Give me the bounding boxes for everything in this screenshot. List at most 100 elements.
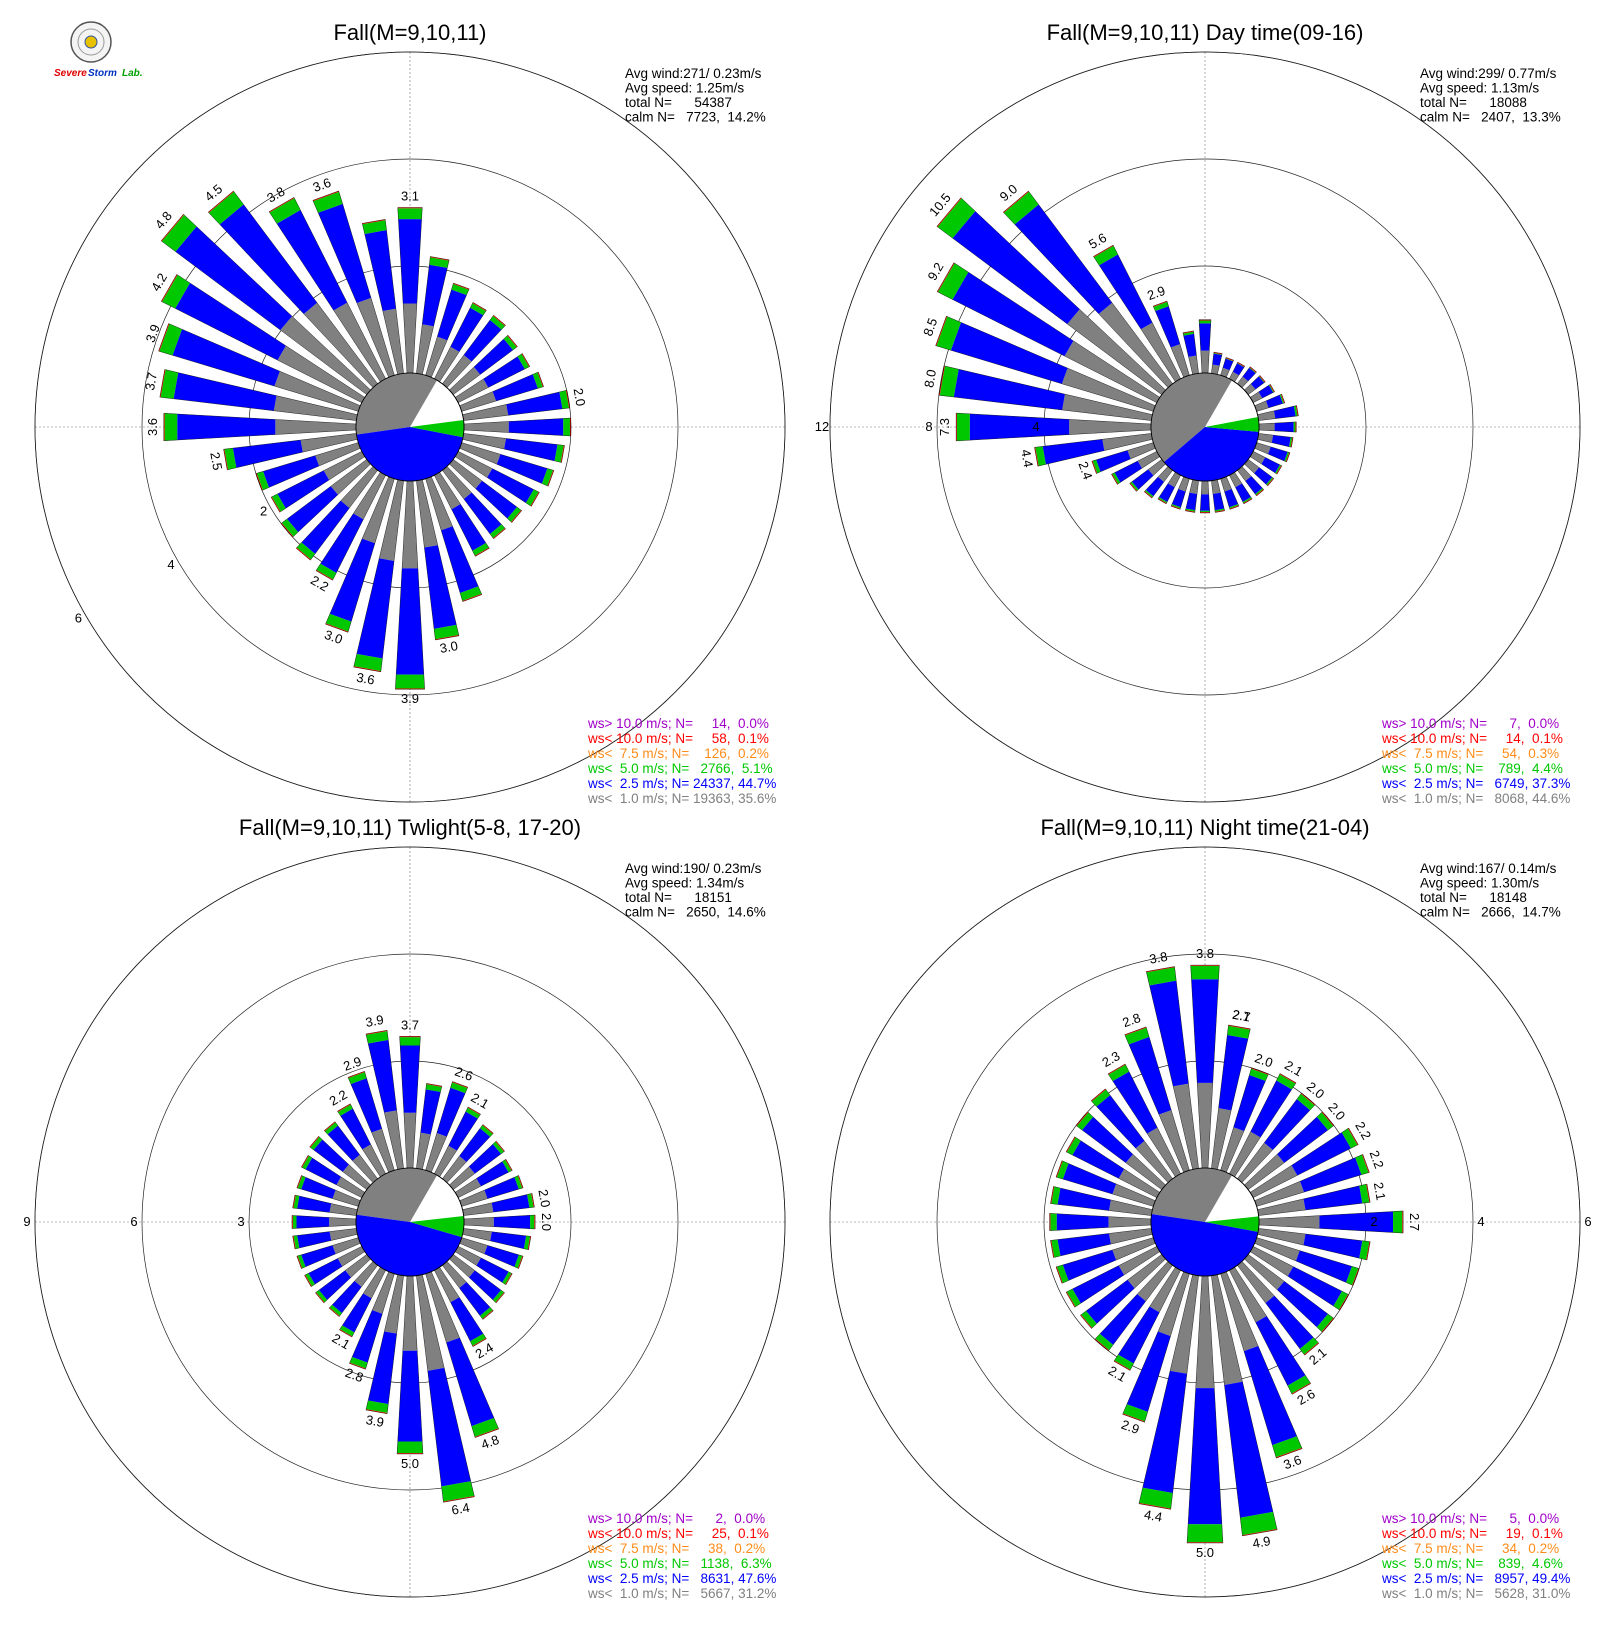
petal-segment-lt1	[1127, 1254, 1166, 1289]
petal-segment-lt5	[397, 208, 423, 220]
petal	[268, 197, 386, 383]
legend-entry: ws< 1.0 m/s; N= 8068, 44.6%	[1381, 791, 1570, 806]
petal-segment-lt25	[952, 211, 1080, 324]
petal-segment-lt25	[1128, 1036, 1172, 1115]
petal-segment-lt1	[1197, 1082, 1213, 1169]
petal-segment-lt1	[1064, 340, 1160, 403]
petal-segment-lt10	[1050, 1240, 1055, 1258]
petal-value-label: 2.1	[1371, 1181, 1389, 1201]
calm-circle	[355, 1167, 465, 1277]
petal-segment-lt1	[277, 345, 365, 403]
petal-segment-lt5	[1200, 510, 1210, 513]
petal-segment-lt10	[531, 1193, 535, 1208]
petal-segment-lt1	[455, 378, 489, 403]
petal-segment-lt25	[1057, 1233, 1111, 1256]
petal-segment-lt5	[362, 220, 387, 234]
petal-segment-lt25	[1273, 406, 1296, 419]
petal-segment-lt1	[273, 395, 358, 421]
petal-segment-lt25	[484, 1245, 519, 1267]
petal-segment-lt1	[345, 1254, 371, 1278]
petal-segment-lt10	[935, 316, 948, 346]
petal-segment-lt25	[1149, 980, 1189, 1087]
calm-slice-lt1	[1151, 372, 1232, 463]
stat-line: calm N= 7723, 14.2%	[625, 110, 766, 125]
petal-value-label: 2.9	[1119, 1417, 1141, 1437]
petal	[1229, 361, 1246, 383]
petal-segment-lt5	[530, 1215, 535, 1229]
petal-segment-lt10	[347, 1071, 365, 1079]
petal-segment-lt10	[1080, 1314, 1093, 1329]
petal-segment-lt25	[1274, 422, 1294, 432]
calm-slice-lt5	[1205, 416, 1259, 432]
petal	[449, 1254, 505, 1304]
petal-segment-lt25	[301, 500, 350, 554]
petal-segment-lt10	[296, 1255, 303, 1269]
petal-segment-lt25	[450, 307, 484, 352]
chart-title: Fall(M=9,10,11) Day time(09-16)	[1047, 20, 1364, 45]
petal-segment-lt5	[1183, 331, 1194, 336]
petal-segment-lt5	[490, 315, 506, 330]
calm-outline	[355, 1167, 465, 1277]
petal-segment-lt10	[1243, 498, 1253, 504]
petal-segment-lt5	[353, 653, 383, 672]
petal-segment-lt5	[305, 1273, 315, 1287]
petal-segment-lt25	[437, 289, 467, 341]
petal-segment-lt25	[287, 486, 338, 533]
petal-segment-lt5	[324, 1122, 338, 1135]
petal-segment-lt1	[333, 302, 386, 382]
petal	[936, 262, 1161, 403]
petal-segment-lt10	[493, 315, 506, 326]
petal-segment-lt5	[937, 263, 969, 300]
petal-segment-lt10	[1279, 1073, 1297, 1084]
petal-segment-lt5	[1051, 1186, 1061, 1205]
petal-segment-lt5	[297, 1175, 306, 1190]
petal-segment-lt25	[1142, 1370, 1187, 1494]
petal-segment-lt25	[1245, 476, 1263, 495]
petal-segment-lt25	[1082, 1116, 1133, 1163]
petal-segment-lt5	[1316, 1313, 1334, 1332]
petal-value-label: 4.4	[1143, 1507, 1163, 1525]
petal-segment-lt1	[1173, 1083, 1199, 1170]
petal-segment-lt10	[1122, 1413, 1145, 1423]
petal-segment-lt10	[443, 1496, 475, 1503]
petal	[462, 1193, 535, 1216]
petal-segment-lt1	[449, 459, 483, 489]
petal-segment-lt10	[1091, 1088, 1106, 1102]
petal	[1254, 393, 1286, 412]
petal-segment-lt5	[559, 390, 570, 409]
petal-segment-lt1	[455, 1246, 481, 1266]
petal-segment-lt1	[275, 419, 357, 435]
petal-segment-lt1	[352, 1154, 378, 1183]
legend-entry: ws< 7.5 m/s; N= 54, 0.3%	[1381, 746, 1559, 761]
petal-segment-lt1	[362, 1144, 386, 1177]
petal-segment-lt1	[425, 336, 448, 378]
petal	[1254, 1154, 1370, 1207]
petal-segment-lt1	[342, 1164, 371, 1190]
petal-segment-lt5	[1214, 508, 1225, 512]
petal-segment-lt1	[425, 1271, 460, 1343]
petal	[425, 1081, 469, 1173]
petal-segment-lt10	[1066, 1136, 1076, 1153]
petal-segment-lt5	[296, 542, 316, 560]
calm-slice-lt25	[1163, 427, 1259, 481]
petal-segment-lt1	[449, 1166, 475, 1190]
petal-segment-lt5	[256, 471, 269, 491]
petal-segment-lt1	[459, 1190, 488, 1207]
petal-segment-lt10	[507, 335, 518, 348]
petal-segment-lt1	[300, 433, 358, 453]
petal-segment-lt25	[484, 1177, 519, 1199]
petal-segment-lt25	[1255, 1316, 1306, 1386]
petal-segment-lt25	[219, 204, 318, 314]
petal-segment-lt1	[1254, 1237, 1300, 1261]
petal-segment-lt25	[508, 418, 564, 436]
petal-value-label: 3.8	[264, 184, 287, 206]
petal-segment-lt1	[1250, 391, 1263, 403]
petal-segment-lt10	[1348, 1127, 1359, 1145]
petal-segment-lt1	[434, 1267, 460, 1303]
petal	[416, 1274, 475, 1503]
petal	[160, 213, 371, 395]
petal-segment-lt5	[1130, 481, 1139, 491]
petal-segment-lt10	[938, 365, 945, 396]
petal-segment-lt1	[372, 1271, 395, 1314]
